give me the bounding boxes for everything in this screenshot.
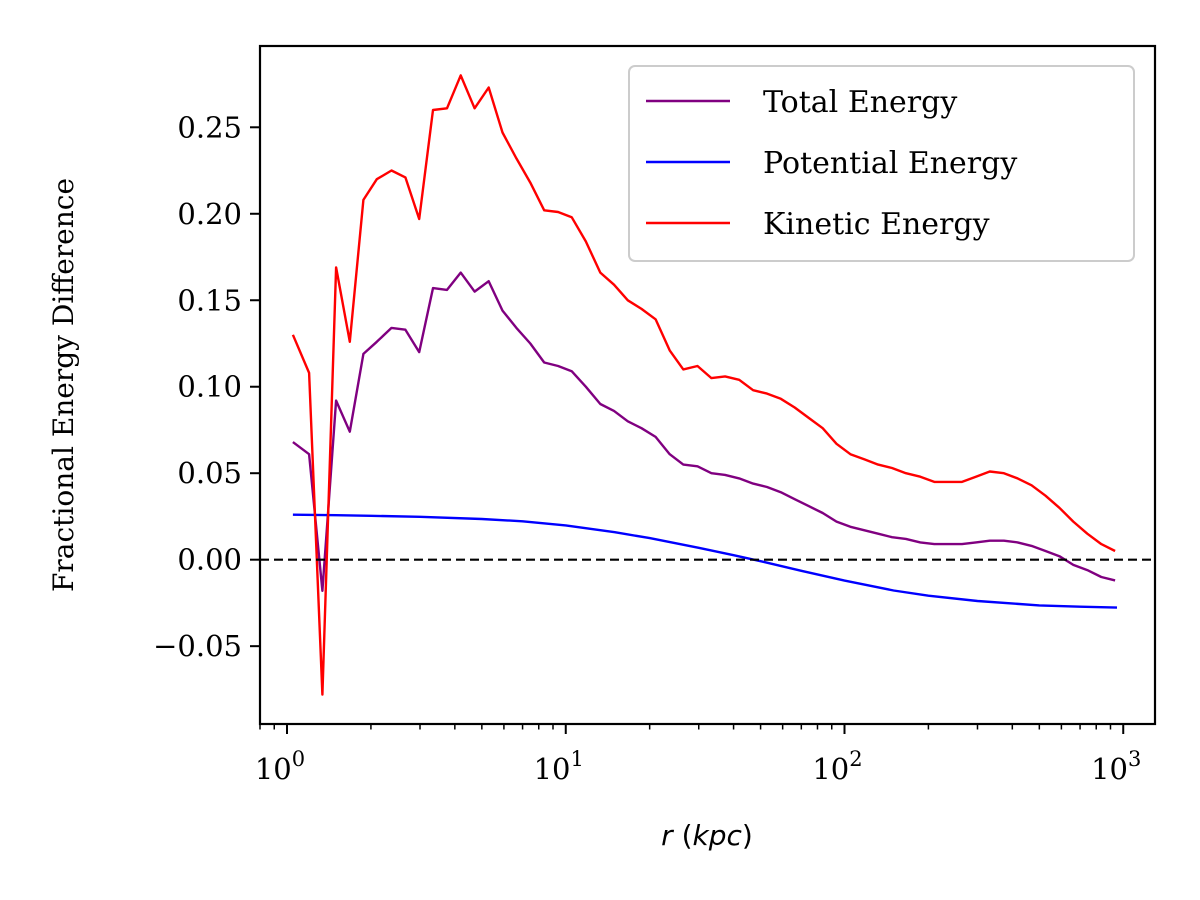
x-axis-label: r (kpc): [661, 819, 753, 852]
y-axis-label: Fractional Energy Difference: [47, 178, 80, 592]
x-tick-label: 102: [812, 747, 862, 786]
y-tick-label: 0.15: [177, 283, 242, 317]
x-tick-label: 101: [534, 747, 584, 786]
legend-label: Potential Energy: [763, 146, 1017, 181]
y-tick-label: −0.05: [153, 629, 242, 663]
series-layer: [291, 74, 1118, 696]
y-tick-label: 0.00: [177, 543, 242, 577]
series-line-0: [292, 271, 1116, 592]
legend-label: Total Energy: [763, 85, 957, 120]
legend-label: Kinetic Energy: [763, 207, 990, 242]
x-axis: 100 101 102 103: [255, 724, 1141, 786]
y-tick-label: 0.10: [177, 370, 242, 404]
y-tick-label: 0.25: [177, 110, 242, 144]
y-axis: −0.05 0.00 0.05 0.10 0.15 0.20 0.25: [153, 110, 260, 663]
y-tick-label: 0.20: [177, 197, 242, 231]
legend: Total Energy Potential Energy Kinetic Ener…: [628, 65, 1135, 262]
legend-box: [628, 65, 1135, 262]
series-line-1: [292, 513, 1118, 609]
series-line-2: [291, 74, 1116, 696]
y-tick-label: 0.05: [177, 456, 242, 490]
plot-frame: [258, 44, 1157, 726]
x-tick-label: 100: [255, 747, 305, 786]
x-tick-label: 103: [1091, 747, 1141, 786]
